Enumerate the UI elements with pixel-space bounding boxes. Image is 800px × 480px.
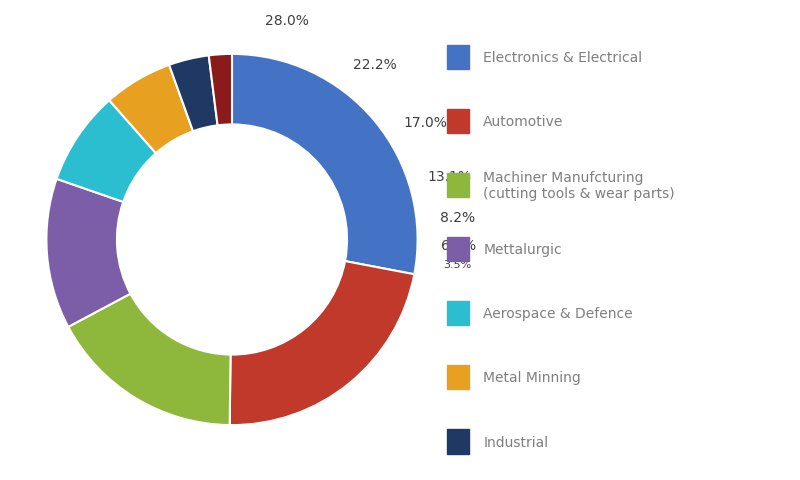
Text: 6.0%: 6.0% [441, 239, 476, 253]
Text: Aerospace & Defence: Aerospace & Defence [483, 307, 633, 321]
Text: Machiner Manufcturing
(cutting tools & wear parts): Machiner Manufcturing (cutting tools & w… [483, 170, 675, 201]
Text: 13.1%: 13.1% [427, 170, 471, 184]
Text: 22.2%: 22.2% [353, 58, 397, 72]
Text: 28.0%: 28.0% [265, 14, 309, 28]
Text: Mettalurgic: Mettalurgic [483, 242, 562, 257]
Bar [447, 430, 469, 454]
Wedge shape [209, 55, 232, 126]
Wedge shape [230, 262, 414, 425]
Bar [447, 174, 469, 198]
Bar [447, 109, 469, 133]
Text: 8.2%: 8.2% [440, 211, 475, 225]
Wedge shape [169, 56, 218, 132]
Bar [447, 301, 469, 325]
Wedge shape [232, 55, 418, 275]
Bar [447, 46, 469, 70]
Text: Metal Minning: Metal Minning [483, 371, 581, 384]
Text: Electronics & Electrical: Electronics & Electrical [483, 50, 642, 65]
Wedge shape [46, 180, 130, 327]
Bar [447, 366, 469, 390]
Bar [447, 238, 469, 262]
Wedge shape [68, 294, 230, 425]
Text: 3.5%: 3.5% [443, 260, 471, 270]
Text: Industrial: Industrial [483, 434, 548, 449]
Text: Automotive: Automotive [483, 115, 563, 129]
Wedge shape [57, 101, 156, 203]
Text: 17.0%: 17.0% [403, 116, 447, 130]
Wedge shape [110, 66, 193, 154]
